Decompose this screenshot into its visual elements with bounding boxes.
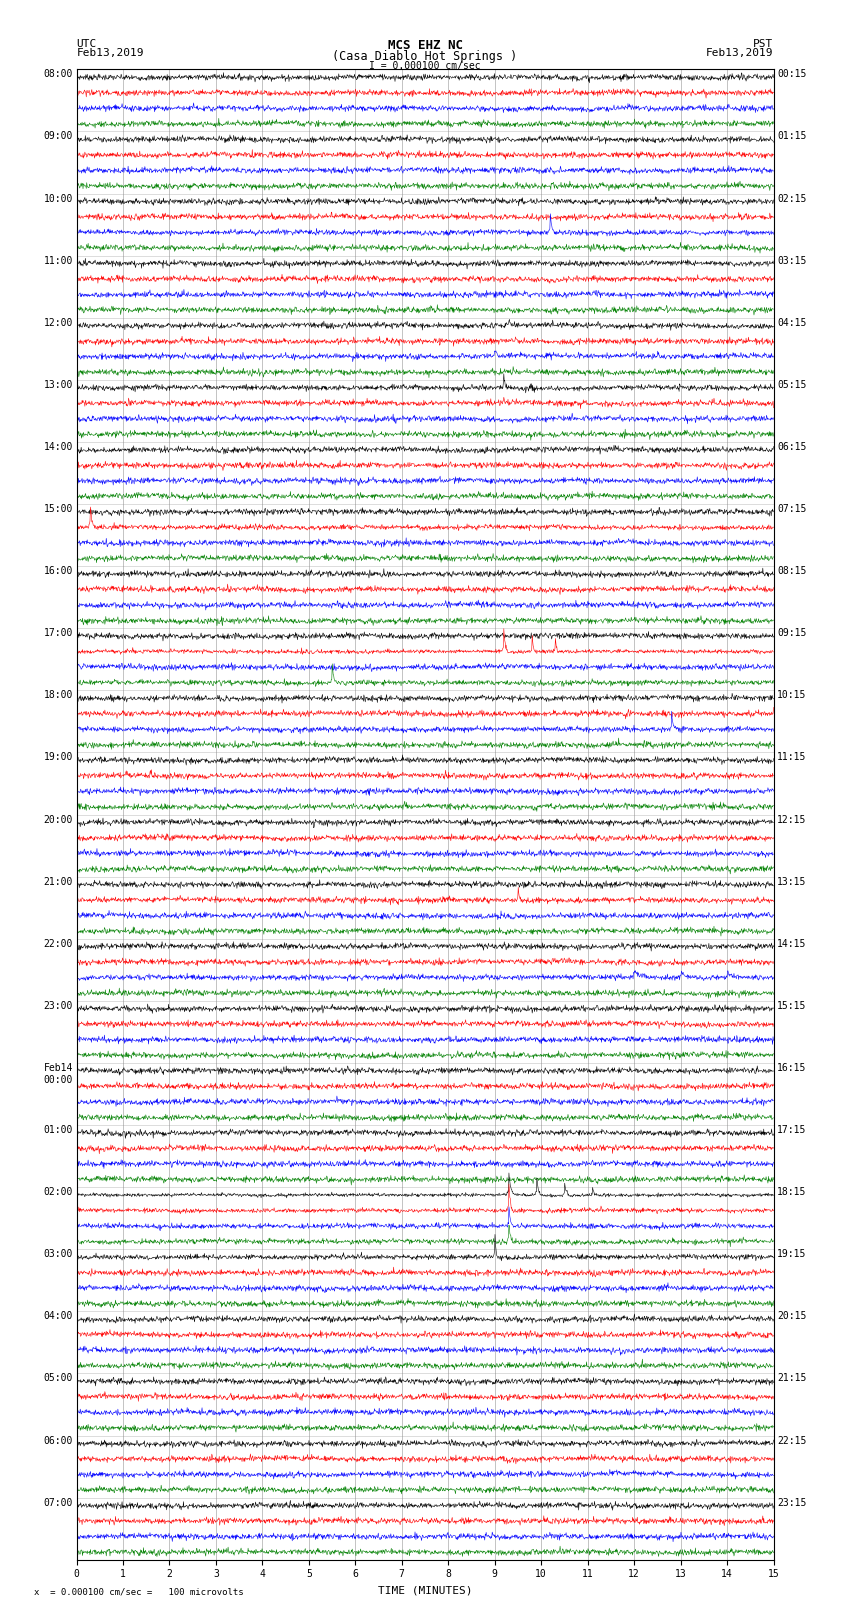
Text: 13:00: 13:00 — [43, 381, 73, 390]
Text: MCS EHZ NC: MCS EHZ NC — [388, 39, 462, 52]
Text: x  = 0.000100 cm/sec =   100 microvolts: x = 0.000100 cm/sec = 100 microvolts — [34, 1587, 244, 1597]
X-axis label: TIME (MINUTES): TIME (MINUTES) — [377, 1586, 473, 1595]
Text: 15:00: 15:00 — [43, 503, 73, 515]
Text: 18:00: 18:00 — [43, 690, 73, 700]
Text: 05:15: 05:15 — [777, 381, 807, 390]
Text: 04:15: 04:15 — [777, 318, 807, 327]
Text: 01:00: 01:00 — [43, 1126, 73, 1136]
Text: 20:00: 20:00 — [43, 815, 73, 824]
Text: 01:15: 01:15 — [777, 132, 807, 142]
Text: I = 0.000100 cm/sec: I = 0.000100 cm/sec — [369, 61, 481, 71]
Text: 20:15: 20:15 — [777, 1311, 807, 1321]
Text: 04:00: 04:00 — [43, 1311, 73, 1321]
Text: 19:00: 19:00 — [43, 753, 73, 763]
Text: 11:15: 11:15 — [777, 753, 807, 763]
Text: 23:15: 23:15 — [777, 1497, 807, 1508]
Text: 07:15: 07:15 — [777, 503, 807, 515]
Text: 17:00: 17:00 — [43, 629, 73, 639]
Text: 11:00: 11:00 — [43, 256, 73, 266]
Text: 00:15: 00:15 — [777, 69, 807, 79]
Text: 10:00: 10:00 — [43, 194, 73, 203]
Text: 13:15: 13:15 — [777, 877, 807, 887]
Text: 16:00: 16:00 — [43, 566, 73, 576]
Text: 19:15: 19:15 — [777, 1248, 807, 1260]
Text: UTC: UTC — [76, 39, 97, 48]
Text: 06:15: 06:15 — [777, 442, 807, 452]
Text: 08:00: 08:00 — [43, 69, 73, 79]
Text: 09:00: 09:00 — [43, 132, 73, 142]
Text: 14:00: 14:00 — [43, 442, 73, 452]
Text: Feb13,2019: Feb13,2019 — [706, 48, 774, 58]
Text: 18:15: 18:15 — [777, 1187, 807, 1197]
Text: 07:00: 07:00 — [43, 1497, 73, 1508]
Text: PST: PST — [753, 39, 774, 48]
Text: 03:00: 03:00 — [43, 1248, 73, 1260]
Text: 17:15: 17:15 — [777, 1126, 807, 1136]
Text: 03:15: 03:15 — [777, 256, 807, 266]
Text: 09:15: 09:15 — [777, 629, 807, 639]
Text: 23:00: 23:00 — [43, 1000, 73, 1011]
Text: 22:00: 22:00 — [43, 939, 73, 948]
Text: Feb14
00:00: Feb14 00:00 — [43, 1063, 73, 1084]
Text: 12:00: 12:00 — [43, 318, 73, 327]
Text: 22:15: 22:15 — [777, 1436, 807, 1445]
Text: (Casa Diablo Hot Springs ): (Casa Diablo Hot Springs ) — [332, 50, 518, 63]
Text: 05:00: 05:00 — [43, 1374, 73, 1384]
Text: 21:15: 21:15 — [777, 1374, 807, 1384]
Text: 10:15: 10:15 — [777, 690, 807, 700]
Text: 02:15: 02:15 — [777, 194, 807, 203]
Text: Feb13,2019: Feb13,2019 — [76, 48, 144, 58]
Text: 12:15: 12:15 — [777, 815, 807, 824]
Text: 06:00: 06:00 — [43, 1436, 73, 1445]
Text: 15:15: 15:15 — [777, 1000, 807, 1011]
Text: 16:15: 16:15 — [777, 1063, 807, 1073]
Text: 08:15: 08:15 — [777, 566, 807, 576]
Text: 21:00: 21:00 — [43, 877, 73, 887]
Text: 02:00: 02:00 — [43, 1187, 73, 1197]
Text: 14:15: 14:15 — [777, 939, 807, 948]
